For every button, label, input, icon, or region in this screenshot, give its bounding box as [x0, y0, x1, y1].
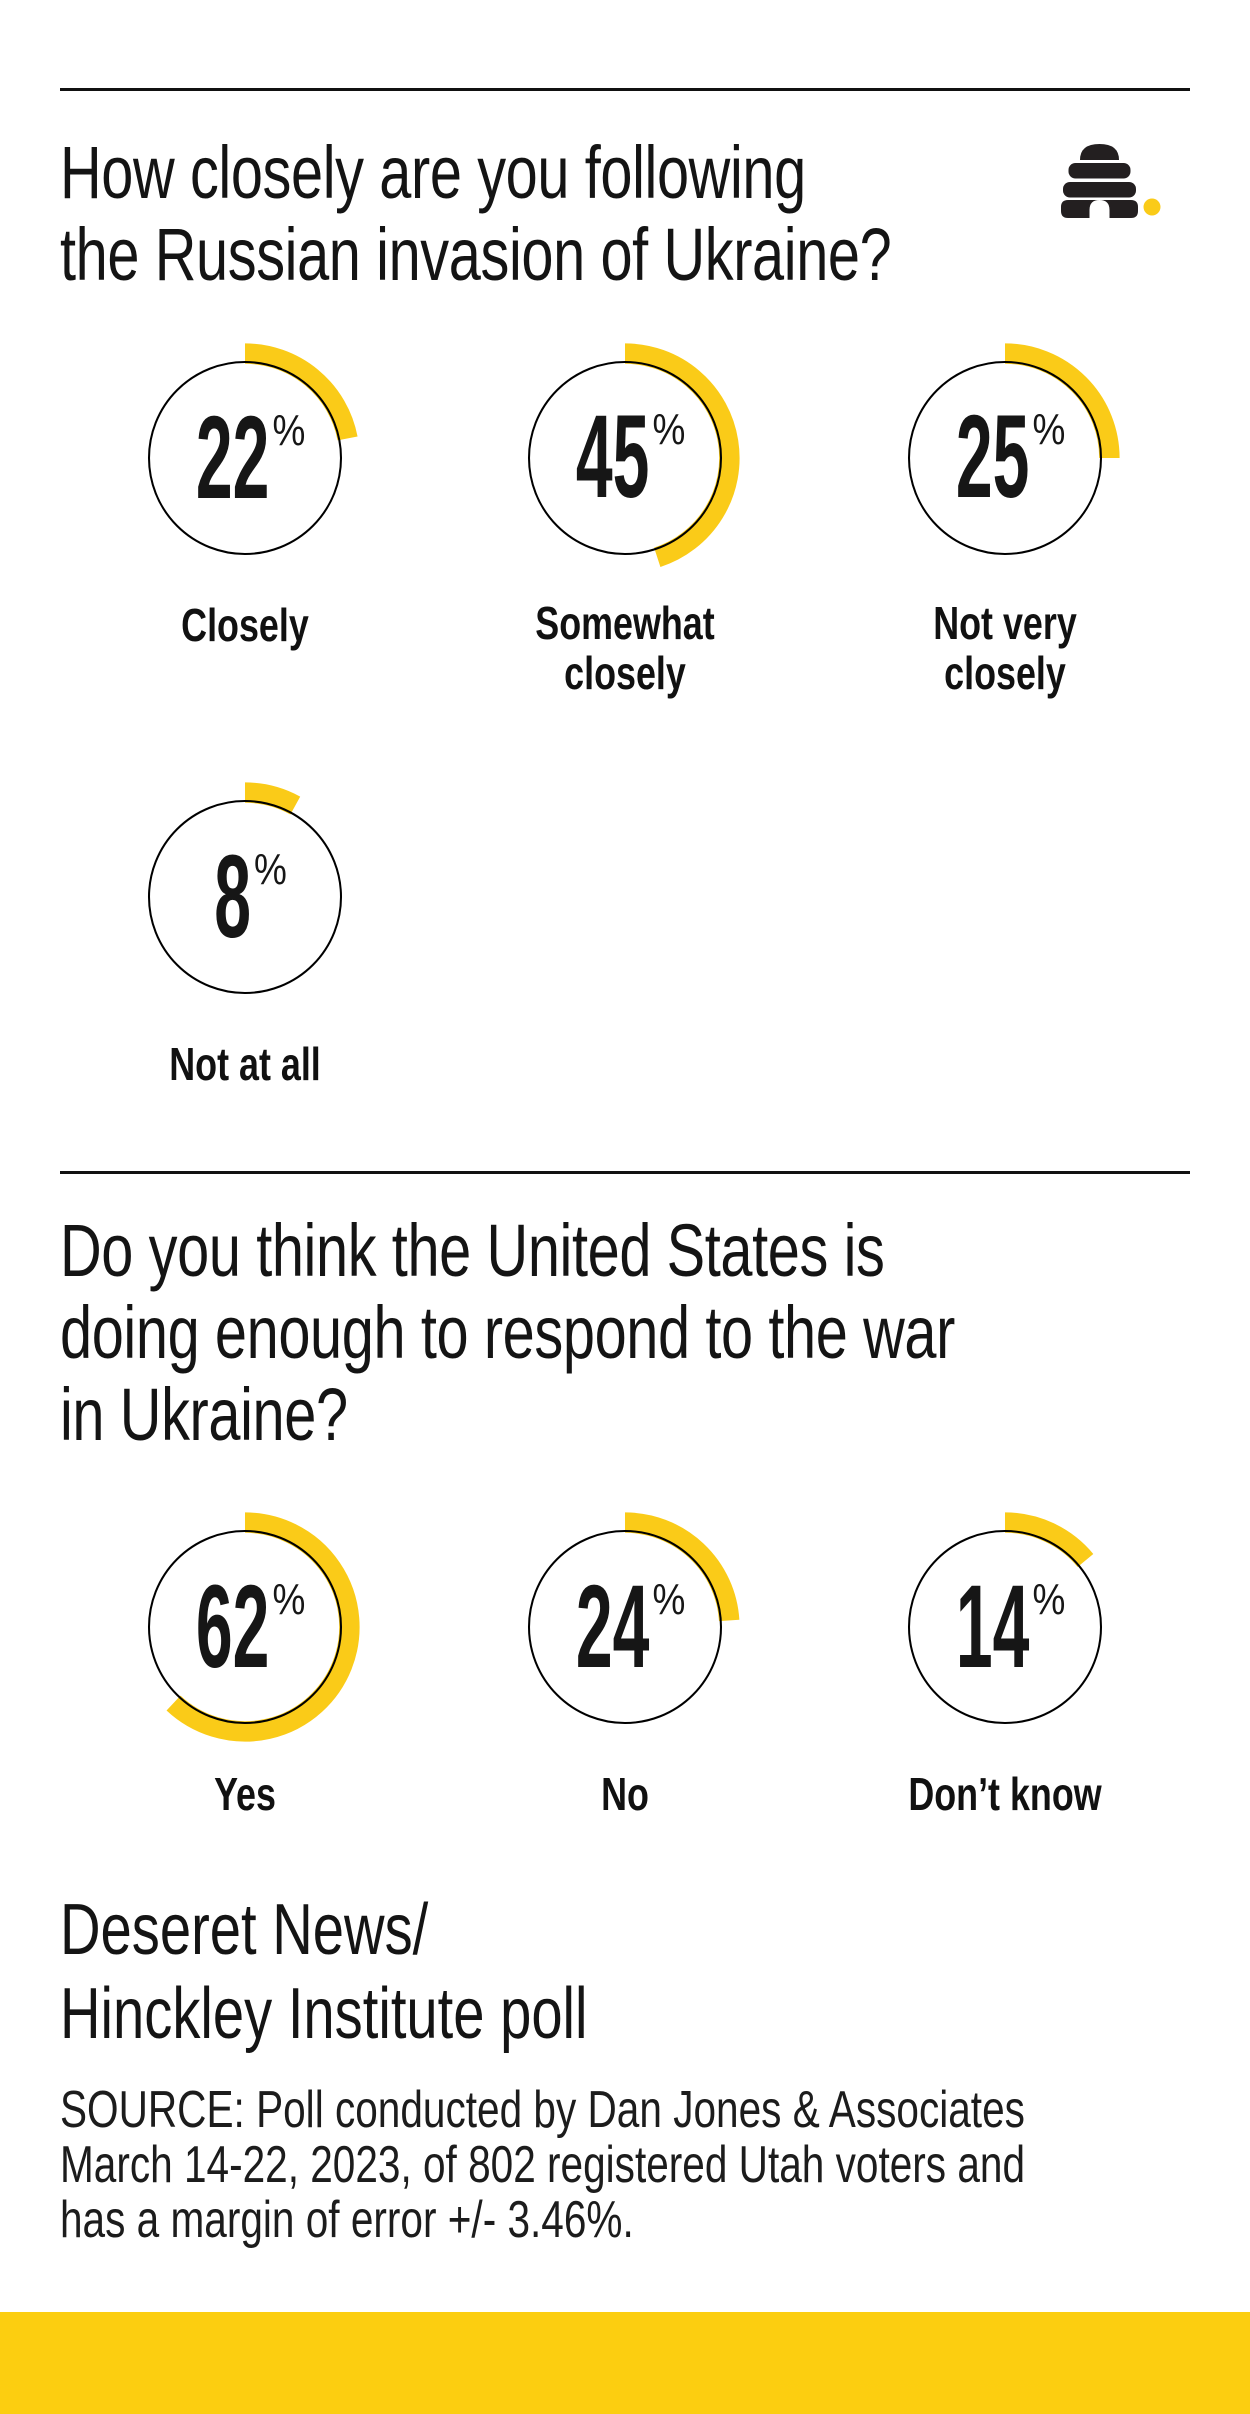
- gauge-don-t-know: 14% Don’t know: [815, 1507, 1195, 1867]
- gauge-value-number: 22: [195, 392, 270, 524]
- gauge-ring-svg: [907, 343, 1120, 556]
- gauge-ring-chart: 25%: [885, 338, 1125, 576]
- gauge-value-arc: [1004, 343, 1120, 459]
- gauge-value-arc: [624, 343, 740, 567]
- gauge-percent-sign: %: [652, 1575, 686, 1624]
- gauge-value: 8%: [178, 777, 312, 1017]
- gauge-ring-svg: [527, 343, 740, 567]
- gauge-value-number: 8: [214, 831, 252, 963]
- gauge-label: Don’t know: [908, 1768, 1102, 1820]
- gauge-label: No: [601, 1768, 649, 1820]
- source-note: SOURCE: Poll conducted by Dan Jones & As…: [60, 2083, 1250, 2248]
- gauge-outline-circle: [147, 360, 343, 556]
- gauge-value: 62%: [178, 1507, 312, 1747]
- gauge-percent-sign: %: [652, 405, 686, 454]
- gauge-somewhat-closely: 45% Somewhat closely: [435, 338, 815, 698]
- question-2-line-1: Do you think the United States is: [60, 1209, 885, 1292]
- gauge-ring-chart: 22%: [125, 338, 365, 578]
- gauge-ring-chart: 8%: [125, 777, 365, 1017]
- gauge-value: 22%: [178, 338, 312, 578]
- gauge-ring-svg: [147, 782, 343, 995]
- gauge-ring-chart: 62%: [125, 1507, 365, 1747]
- top-divider-line: [60, 88, 1190, 91]
- gauge-percent-sign: %: [1032, 1575, 1066, 1624]
- gauge-ring-svg: [147, 343, 358, 556]
- gauge-value-arc: [1004, 1512, 1094, 1568]
- question-1-line-2: the Russian invasion of Ukraine?: [60, 213, 892, 296]
- gauge-label: Yes: [214, 1768, 276, 1820]
- gauge-percent-sign: %: [272, 406, 306, 455]
- gauge-not-at-all: 8% Not at all: [55, 777, 435, 1137]
- beehive-icon: [1061, 144, 1161, 218]
- gauge-ring-chart: 24%: [505, 1507, 745, 1747]
- question-1-line-1: How closely are you following: [60, 131, 806, 214]
- attribution-line-1: Deseret News/: [60, 1890, 429, 1970]
- question-2-line-3: in Ukraine?: [60, 1373, 348, 1456]
- gauge-grid-question-1: 22% Closely 45% Somewhat closely 25% Not very…: [55, 338, 1195, 1137]
- gauge-percent-sign: %: [1032, 405, 1066, 454]
- gauge-value-number: 14: [955, 1561, 1030, 1693]
- gauge-outline-circle: [527, 360, 723, 556]
- gauge-value-arc: [244, 782, 301, 815]
- gauge-value-arc: [166, 1512, 360, 1742]
- gauge-closely: 22% Closely: [55, 338, 435, 698]
- gauge-value-arc: [244, 343, 358, 441]
- gauge-ring-chart: 45%: [505, 338, 745, 576]
- gauge-value: 14%: [938, 1507, 1072, 1747]
- gauge-value: 25%: [938, 338, 1072, 576]
- gauge-label: Not at all: [169, 1038, 321, 1090]
- logo-yellow-dot: [1143, 198, 1161, 216]
- attribution-line-2: Hinckley Institute poll: [60, 1974, 588, 2054]
- gauge-label: Not very closely: [933, 597, 1077, 699]
- question-2-title: Do you think the United States is doing …: [60, 1210, 1207, 1456]
- gauge-ring-svg: [527, 1512, 740, 1725]
- gauge-value-number: 25: [955, 391, 1030, 523]
- source-line-3: has a margin of error +/- 3.46%.: [60, 2191, 634, 2249]
- gauge-label: Somewhat closely: [535, 597, 715, 699]
- gauge-percent-sign: %: [253, 845, 287, 894]
- gauge-value-number: 62: [195, 1561, 270, 1693]
- gauge-no: 24% No: [435, 1507, 815, 1867]
- source-line-2: March 14-22, 2023, of 802 registered Uta…: [60, 2136, 1026, 2194]
- gauge-grid-question-2: 62% Yes 24% No 14% Don’t know: [55, 1507, 1195, 1867]
- gauge-value: 45%: [558, 338, 692, 576]
- question-2-line-2: doing enough to respond to the war: [60, 1291, 955, 1374]
- attribution: Deseret News/ Hinckley Institute poll: [60, 1888, 736, 2056]
- gauge-yes: 62% Yes: [55, 1507, 435, 1867]
- gauge-not-very-closely: 25% Not very closely: [815, 338, 1195, 698]
- gauge-ring-svg: [147, 1512, 360, 1742]
- gauge-label: Closely: [181, 599, 309, 651]
- gauge-value-number: 24: [575, 1561, 650, 1693]
- gauge-value-arc: [624, 1512, 740, 1622]
- gauge-ring-chart: 14%: [885, 1507, 1125, 1747]
- gauge-value: 24%: [558, 1507, 692, 1747]
- gauge-outline-circle: [147, 1529, 343, 1725]
- gauge-outline-circle: [907, 1529, 1103, 1725]
- middle-divider-line: [60, 1171, 1190, 1174]
- gauge-outline-circle: [527, 1529, 723, 1725]
- gauge-value-number: 45: [575, 391, 650, 523]
- bottom-accent-bar: [0, 2312, 1250, 2414]
- gauge-outline-circle: [147, 799, 343, 995]
- gauge-ring-svg: [907, 1512, 1103, 1725]
- gauge-outline-circle: [907, 360, 1103, 556]
- source-line-1: SOURCE: Poll conducted by Dan Jones & As…: [60, 2081, 1025, 2139]
- gauge-percent-sign: %: [272, 1575, 306, 1624]
- question-1-title: How closely are you following the Russia…: [60, 132, 1126, 296]
